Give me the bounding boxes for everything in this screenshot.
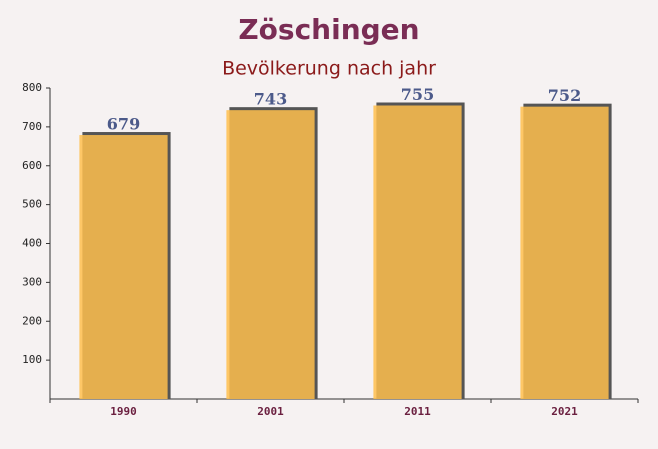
y-tick-label: 400 [22, 237, 42, 250]
y-tick-label: 700 [22, 120, 42, 133]
y-tick-label: 100 [22, 353, 42, 366]
bar [79, 135, 168, 399]
x-tick-label: 2021 [551, 405, 578, 418]
y-tick-label: 600 [22, 159, 42, 172]
y-tick-label: 800 [22, 81, 42, 94]
value-label: 752 [548, 86, 581, 105]
bar [520, 106, 609, 399]
bar [373, 105, 462, 400]
value-label: 755 [401, 85, 434, 104]
value-label: 743 [254, 90, 287, 109]
x-tick-label: 2001 [257, 405, 284, 418]
chart-subtitle: Bevölkerung nach jahr [222, 58, 436, 80]
x-tick-label: 1990 [110, 405, 137, 418]
y-tick-label: 200 [22, 314, 42, 327]
y-tick-label: 500 [22, 198, 42, 211]
chart-title: Zöschingen [238, 13, 419, 46]
bar [226, 110, 315, 399]
value-label: 679 [107, 115, 140, 134]
y-tick-label: 300 [22, 275, 42, 288]
x-tick-label: 2011 [404, 405, 431, 418]
